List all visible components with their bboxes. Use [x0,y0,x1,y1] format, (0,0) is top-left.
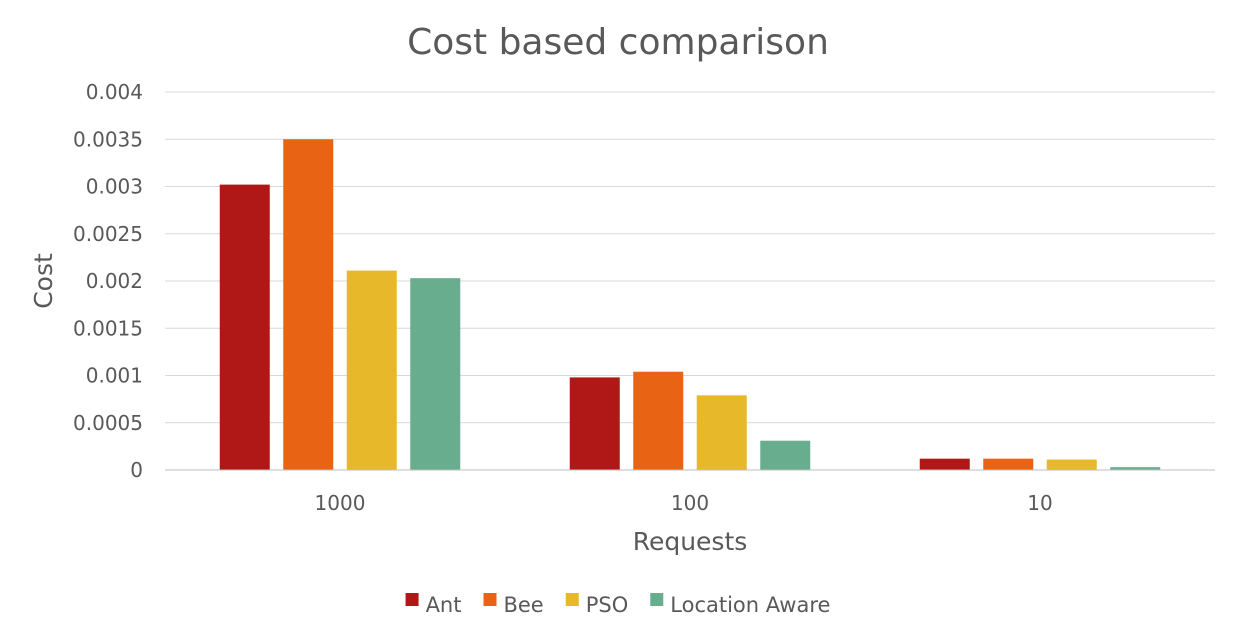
legend-label: Ant [426,593,462,617]
y-axis-ticks: 0 0.0005 0.001 0.0015 0.002 0.0025 0.003 0.0035… [73,80,143,482]
bar-pso-10 [1046,459,1097,470]
legend-item-pso: PSO [565,593,629,617]
y-axis-label: Cost [29,253,58,309]
bar-pso-100 [696,395,747,470]
bar-bee-1000 [283,139,334,470]
x-tick-label: 10 [1027,491,1052,515]
legend-swatch [483,593,497,606]
x-axis-ticks: 1000 100 10 [315,491,1053,515]
bar-bee-100 [633,371,684,470]
bar-ant-100 [569,377,620,470]
y-tick-label: 0.004 [86,80,143,104]
y-tick-label: 0.003 [86,175,143,199]
bar-bee-10 [983,458,1034,470]
legend-swatch [405,593,419,606]
bars [219,139,1161,471]
bar-location-aware-1000 [410,278,461,470]
x-tick-label: 1000 [315,491,366,515]
bar-location-aware-10 [1110,467,1161,470]
x-axis-label: Requests [633,527,748,556]
gridlines [165,91,1215,424]
y-tick-label: 0.0035 [73,127,143,151]
bar-ant-1000 [219,184,270,471]
y-tick-label: 0.0015 [73,316,143,340]
legend-label: PSO [586,593,629,617]
bar-location-aware-100 [760,440,811,470]
y-tick-label: 0 [130,458,143,482]
legend-swatch [650,593,664,606]
bar-ant-10 [919,458,970,470]
y-tick-label: 0.0005 [73,411,143,435]
legend-item-ant: Ant [405,593,462,617]
legend-label: Location Aware [670,593,830,617]
legend-item-bee: Bee [483,593,544,617]
bar-pso-1000 [346,270,397,470]
y-tick-label: 0.002 [86,269,143,293]
y-tick-label: 0.001 [86,364,143,388]
legend-item-location-aware: Location Aware [650,593,830,617]
legend: Ant Bee PSO Location Aware [405,593,830,617]
legend-label: Bee [503,593,543,617]
legend-swatch [565,593,579,606]
chart-title: Cost based comparison [407,22,829,63]
y-tick-label: 0.0025 [73,222,143,246]
x-tick-label: 100 [671,491,709,515]
